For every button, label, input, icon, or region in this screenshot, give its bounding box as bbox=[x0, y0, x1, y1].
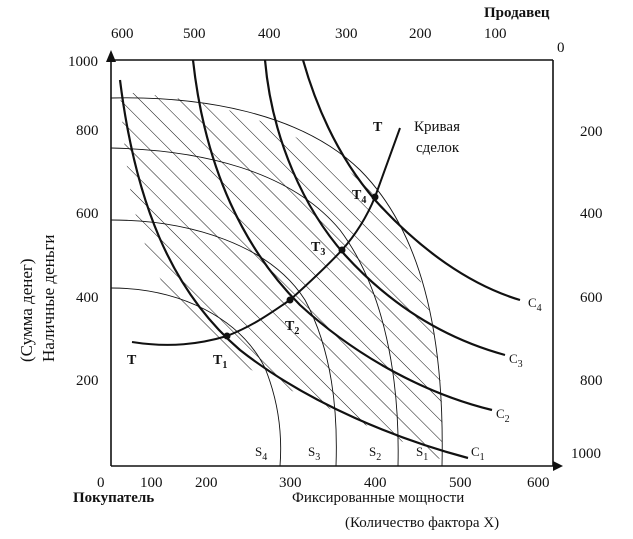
right-y-tick: 200 bbox=[580, 124, 603, 140]
left-y-tick: 600 bbox=[76, 206, 99, 222]
bottom-x-tick: 400 bbox=[364, 475, 387, 491]
t4-label: T4 bbox=[352, 188, 366, 206]
left-y-tick: 200 bbox=[76, 373, 99, 389]
s2-label: S2 bbox=[369, 444, 381, 463]
c3-curve bbox=[263, 59, 506, 357]
right-y-tick: 600 bbox=[580, 290, 603, 306]
right-y-tick: 400 bbox=[580, 206, 603, 222]
t1-point bbox=[223, 332, 231, 340]
s3-label: S3 bbox=[308, 444, 320, 463]
c3-label: C3 bbox=[509, 351, 523, 370]
s2-curve bbox=[110, 147, 399, 467]
top-x-tick: 0 bbox=[557, 40, 565, 56]
top-x-tick: 100 bbox=[484, 26, 507, 42]
bottom-x-tick: 0 bbox=[97, 475, 105, 491]
y-axis-label-line2: Наличные деньги bbox=[39, 234, 58, 362]
top-x-tick: 300 bbox=[335, 26, 358, 42]
contract-curve-label-line1: Кривая bbox=[414, 119, 460, 135]
x-axis-label: Фиксированные мощности bbox=[292, 490, 464, 506]
top-x-tick: 600 bbox=[111, 26, 134, 42]
x-axis-arrow-icon bbox=[553, 461, 563, 471]
c4-label: C4 bbox=[528, 295, 542, 314]
t1-label: T1 bbox=[213, 353, 227, 371]
y-axis-arrow-icon bbox=[106, 50, 116, 62]
contract-curve-end-label: T bbox=[373, 120, 383, 135]
contract-curve-start-label: T bbox=[127, 353, 137, 368]
t3-point bbox=[338, 246, 346, 254]
top-x-tick: 500 bbox=[183, 26, 206, 42]
t2-label: T2 bbox=[285, 319, 299, 337]
top-x-tick: 400 bbox=[258, 26, 281, 42]
right-y-tick: 1000 bbox=[571, 446, 601, 462]
y-axis-label-line1: (Сумма денег) bbox=[17, 258, 36, 362]
s4-label: S4 bbox=[255, 444, 267, 463]
c1-label: C1 bbox=[471, 444, 485, 463]
bottom-x-tick: 600 bbox=[527, 475, 550, 491]
x-axis-sublabel: (Количество фактора X) bbox=[345, 515, 499, 531]
t2-point bbox=[286, 296, 294, 304]
buyer-label: Покупатель bbox=[73, 490, 154, 506]
c1-curve bbox=[118, 79, 469, 460]
contract-curve-label-line2: сделок bbox=[416, 140, 460, 156]
s4-curve bbox=[110, 287, 282, 467]
right-y-tick: 800 bbox=[580, 373, 603, 389]
left-y-tick: 1000 bbox=[68, 54, 98, 70]
t4-point bbox=[371, 193, 379, 201]
left-y-tick: 400 bbox=[76, 290, 99, 306]
c2-curve bbox=[191, 59, 493, 412]
bottom-x-tick: 500 bbox=[449, 475, 472, 491]
bottom-x-tick: 100 bbox=[140, 475, 163, 491]
contract-curve bbox=[131, 127, 401, 346]
bottom-x-tick: 300 bbox=[279, 475, 302, 491]
c2-label: C2 bbox=[496, 406, 510, 425]
seller-label: Продавец bbox=[484, 5, 550, 21]
left-y-tick: 800 bbox=[76, 123, 99, 139]
top-x-tick: 200 bbox=[409, 26, 432, 42]
bottom-x-tick: 200 bbox=[195, 475, 218, 491]
s1-label: S1 bbox=[416, 444, 428, 463]
t3-label: T3 bbox=[311, 240, 325, 258]
